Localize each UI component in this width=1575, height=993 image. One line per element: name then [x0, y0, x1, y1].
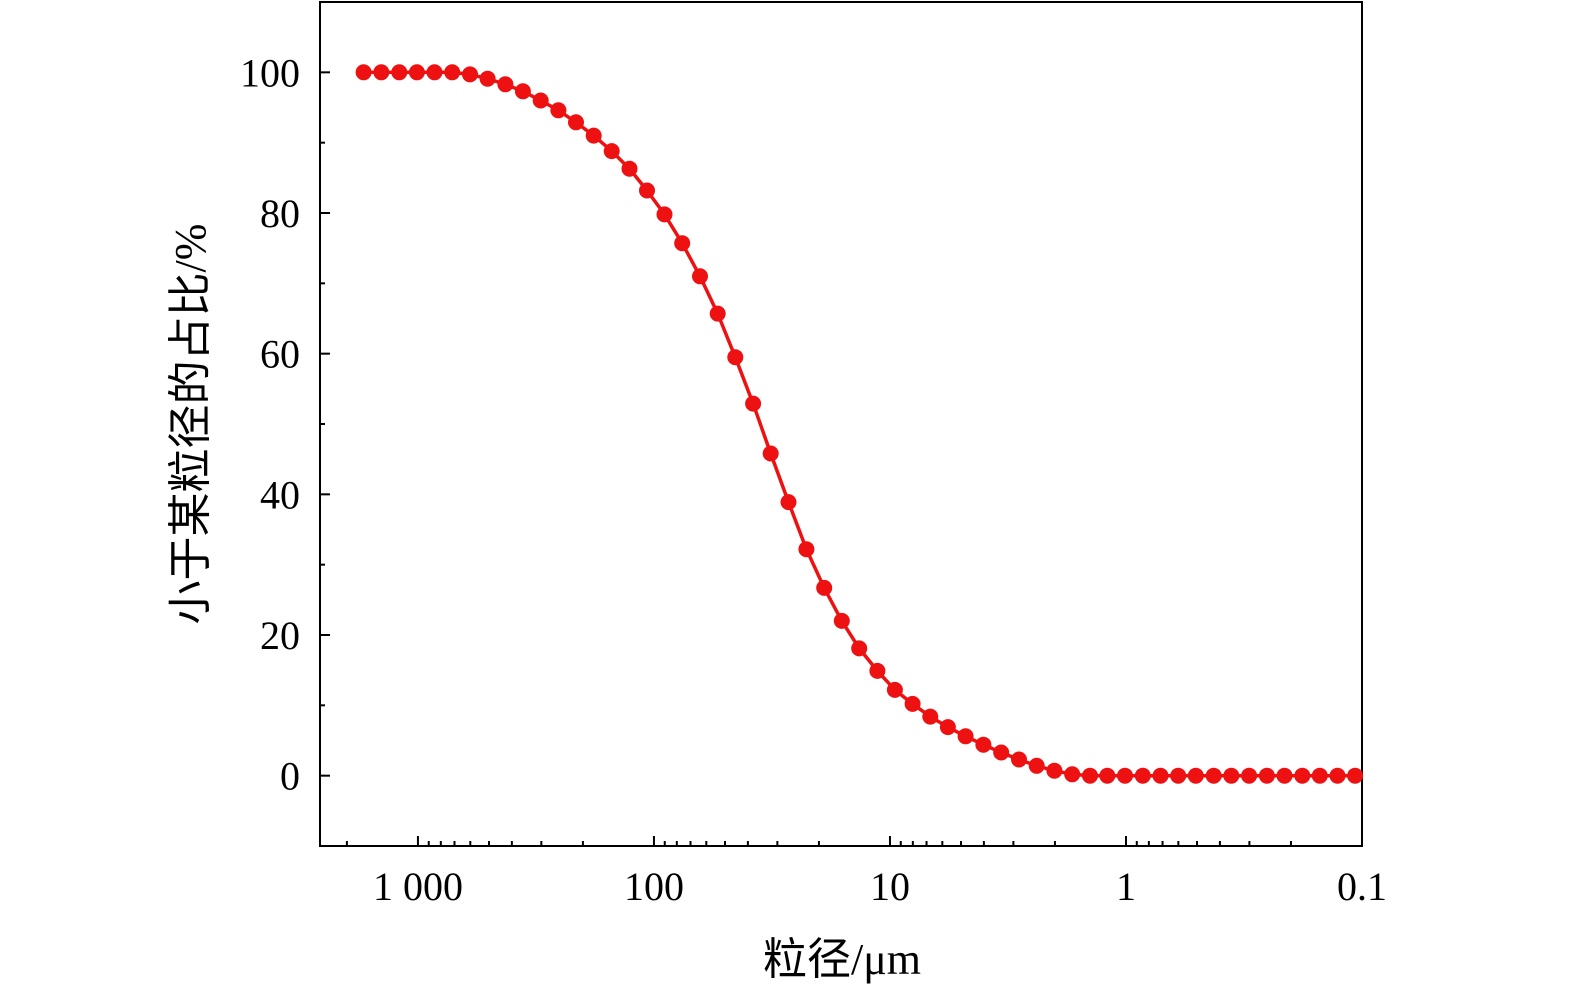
data-point — [1028, 757, 1045, 774]
data-point — [444, 64, 461, 81]
x-tick-label: 1 — [1116, 864, 1136, 909]
data-point — [816, 579, 833, 596]
data-point — [1241, 767, 1258, 784]
y-tick-label: 40 — [260, 472, 300, 517]
data-point — [869, 662, 886, 679]
data-point — [1082, 767, 1098, 784]
data-point — [1276, 767, 1293, 784]
y-tick-label: 100 — [240, 50, 300, 95]
data-point — [656, 206, 673, 223]
data-point — [585, 127, 602, 144]
x-axis-title: 粒径/μm — [763, 935, 921, 984]
data-point — [514, 83, 531, 100]
data-point — [939, 719, 956, 736]
y-tick-label: 20 — [260, 613, 300, 658]
series-line — [363, 70, 1356, 778]
data-point — [886, 681, 903, 698]
data-point — [391, 64, 408, 81]
data-series — [355, 64, 1364, 784]
data-point — [1170, 767, 1187, 784]
data-point — [1046, 762, 1063, 779]
data-point — [1223, 767, 1240, 784]
data-point — [833, 612, 850, 629]
data-point — [355, 64, 372, 81]
data-point — [1117, 767, 1133, 784]
data-point — [1152, 767, 1169, 784]
x-tick-label: 0.1 — [1337, 864, 1387, 909]
data-point — [851, 640, 868, 657]
data-point — [550, 102, 567, 119]
data-point — [1347, 767, 1364, 784]
data-point — [479, 70, 496, 87]
x-tick-label: 1 000 — [373, 864, 463, 909]
plot-frame — [319, 1, 1363, 847]
data-point — [603, 143, 620, 160]
data-point — [1205, 767, 1222, 784]
data-point — [1329, 767, 1346, 784]
data-point — [674, 235, 691, 252]
data-point — [1011, 751, 1027, 768]
data-point — [1134, 767, 1151, 784]
data-point — [1099, 767, 1116, 784]
data-point — [975, 736, 992, 753]
data-point — [798, 541, 815, 558]
data-point — [957, 728, 974, 745]
y-axis-title: 小于某粒径的占比/% — [166, 224, 215, 625]
data-point — [1187, 767, 1204, 784]
x-tick-label: 100 — [624, 864, 684, 909]
y-axis: 0 20 40 60 80 100 — [240, 1, 330, 847]
data-point — [709, 305, 726, 322]
data-point — [462, 66, 478, 83]
data-point — [373, 64, 390, 81]
data-point — [1294, 767, 1311, 784]
data-point — [426, 64, 443, 81]
data-point — [1258, 767, 1275, 784]
data-point — [780, 494, 797, 511]
data-point — [568, 114, 584, 131]
data-point — [993, 744, 1010, 761]
data-point — [922, 708, 939, 725]
x-tick-label: 10 — [870, 864, 910, 909]
data-point — [1064, 766, 1081, 783]
plot-border — [319, 1, 1363, 847]
y-tick-label: 80 — [260, 191, 300, 236]
data-point — [762, 445, 779, 462]
data-point — [497, 76, 514, 93]
data-point — [692, 268, 708, 285]
data-point — [745, 395, 762, 412]
data-point — [727, 349, 744, 366]
data-point — [532, 92, 549, 109]
y-tick-label: 60 — [260, 332, 300, 377]
data-point — [904, 695, 921, 712]
data-point — [639, 182, 655, 199]
data-point — [1311, 767, 1328, 784]
x-axis: 1 000 100 10 1 0.1 — [345, 836, 1387, 909]
data-point — [621, 160, 638, 177]
y-tick-label: 0 — [280, 754, 300, 799]
data-point — [408, 64, 425, 81]
